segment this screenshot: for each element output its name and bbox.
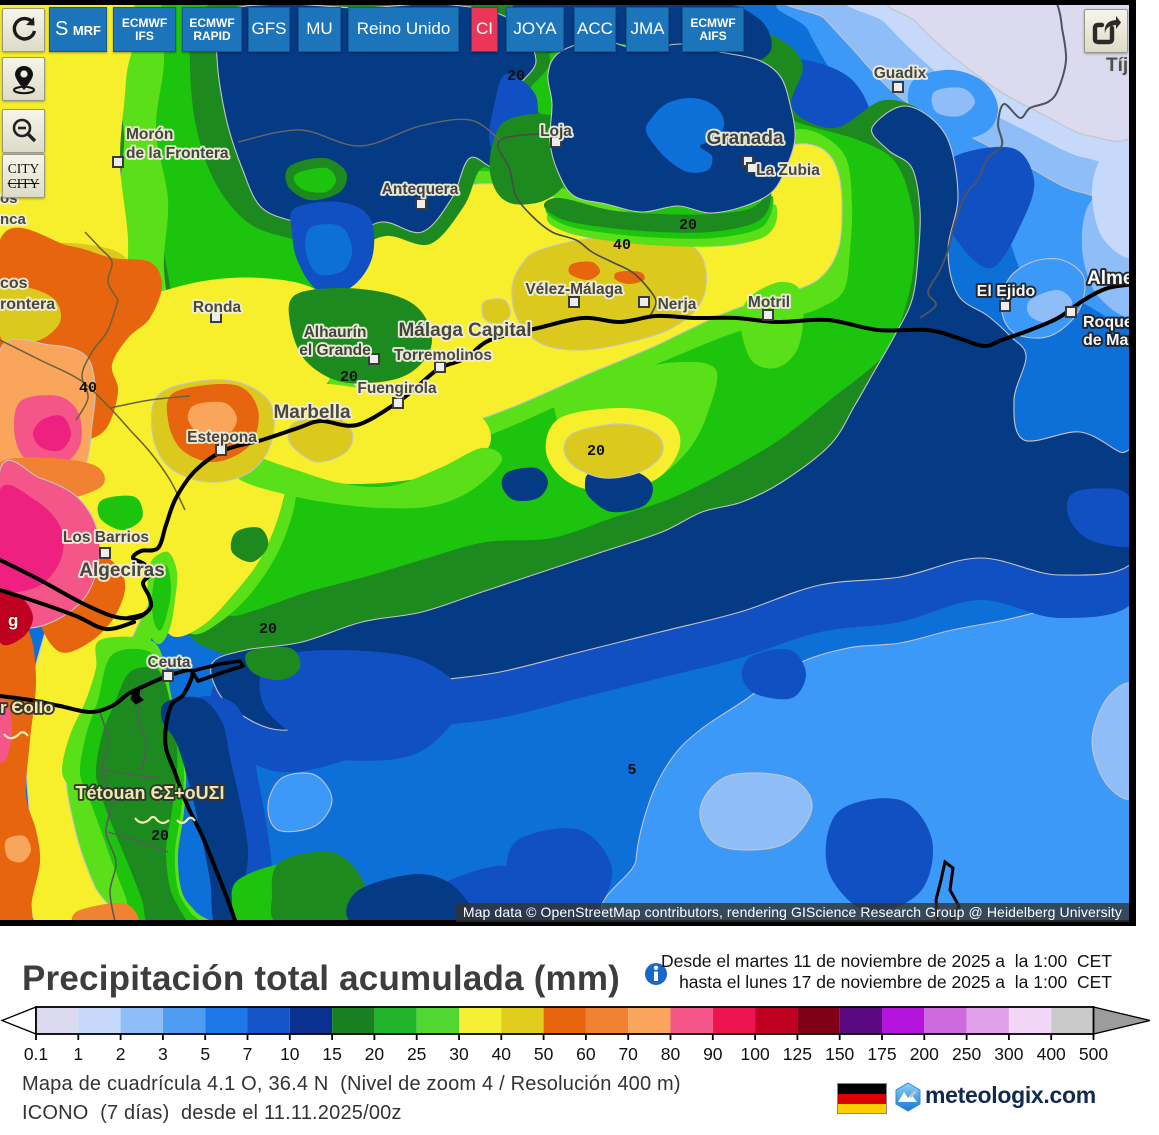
svg-text:Alhaurín: Alhaurín	[304, 324, 367, 341]
svg-text:0.1: 0.1	[24, 1044, 48, 1064]
svg-text:1: 1	[73, 1044, 83, 1064]
svg-text:Ceuta: Ceuta	[147, 654, 190, 671]
svg-text:Granada: Granada	[706, 128, 784, 149]
svg-text:20: 20	[587, 443, 605, 460]
svg-text:150: 150	[825, 1044, 854, 1064]
svg-text:Roquetas: Roquetas	[1083, 314, 1136, 331]
svg-text:nca: nca	[0, 211, 27, 228]
svg-text:Ronda: Ronda	[193, 299, 242, 316]
svg-text:400: 400	[1037, 1044, 1066, 1064]
svg-text:rontera: rontera	[0, 296, 55, 313]
svg-text:7: 7	[243, 1044, 253, 1064]
svg-text:5: 5	[627, 762, 636, 779]
svg-text:10: 10	[280, 1044, 300, 1064]
svg-text:25: 25	[407, 1044, 426, 1064]
svg-text:Vélez-Málaga: Vélez-Málaga	[525, 281, 623, 298]
svg-text:Morón: Morón	[126, 126, 173, 143]
svg-text:300: 300	[994, 1044, 1023, 1064]
svg-text:el Grande: el Grande	[299, 342, 371, 359]
svg-text:20: 20	[365, 1044, 385, 1064]
svg-text:200: 200	[910, 1044, 939, 1064]
svg-text:100: 100	[740, 1044, 769, 1064]
svg-text:Málaga Capital: Málaga Capital	[398, 320, 531, 341]
svg-text:2: 2	[116, 1044, 126, 1064]
svg-text:Nerja: Nerja	[658, 296, 697, 313]
svg-text:500: 500	[1079, 1044, 1108, 1064]
svg-text:5: 5	[200, 1044, 210, 1064]
svg-text:Estepona: Estepona	[187, 429, 257, 446]
svg-text:La Zubia: La Zubia	[756, 162, 820, 179]
svg-text:40: 40	[613, 237, 631, 254]
svg-text:El Ejido: El Ejido	[977, 283, 1036, 300]
svg-text:40: 40	[492, 1044, 512, 1064]
svg-text:Fuengirola: Fuengirola	[357, 380, 437, 397]
svg-text:30: 30	[449, 1044, 469, 1064]
svg-text:125: 125	[783, 1044, 812, 1064]
svg-text:50: 50	[534, 1044, 554, 1064]
svg-text:Motril: Motril	[748, 294, 790, 311]
svg-text:175: 175	[867, 1044, 896, 1064]
svg-text:g: g	[8, 611, 18, 630]
svg-text:r ЄоIIо: r ЄоIIо	[0, 698, 54, 717]
svg-text:70: 70	[618, 1044, 638, 1064]
svg-text:Antequera: Antequera	[382, 181, 459, 198]
svg-text:Marbella: Marbella	[273, 402, 351, 423]
svg-text:80: 80	[661, 1044, 681, 1064]
svg-text:20: 20	[340, 369, 358, 386]
svg-text:Torremolinos: Torremolinos	[394, 347, 492, 364]
svg-text:250: 250	[952, 1044, 981, 1064]
svg-text:Tíj: Tíj	[1106, 55, 1128, 76]
svg-text:de la Frontera: de la Frontera	[126, 145, 229, 162]
svg-text:de Mar: de Mar	[1083, 332, 1135, 349]
svg-text:Almería: Almería	[1087, 268, 1136, 289]
svg-text:Los Barrios: Los Barrios	[63, 529, 149, 546]
svg-text:3: 3	[158, 1044, 168, 1064]
svg-text:40: 40	[79, 380, 97, 397]
svg-text:60: 60	[576, 1044, 596, 1064]
svg-text:Tétouan ЄΣ+оUΣI: Tétouan ЄΣ+оUΣI	[76, 783, 225, 803]
svg-text:20: 20	[151, 828, 169, 845]
svg-text:Loja: Loja	[540, 123, 572, 140]
svg-text:20: 20	[507, 68, 525, 85]
svg-text:cos: cos	[0, 275, 28, 292]
svg-text:15: 15	[322, 1044, 341, 1064]
svg-text:Algeciras: Algeciras	[79, 560, 165, 581]
svg-text:20: 20	[259, 621, 277, 638]
svg-text:90: 90	[703, 1044, 723, 1064]
svg-text:20: 20	[679, 217, 697, 234]
svg-text:Guadix: Guadix	[874, 65, 927, 82]
